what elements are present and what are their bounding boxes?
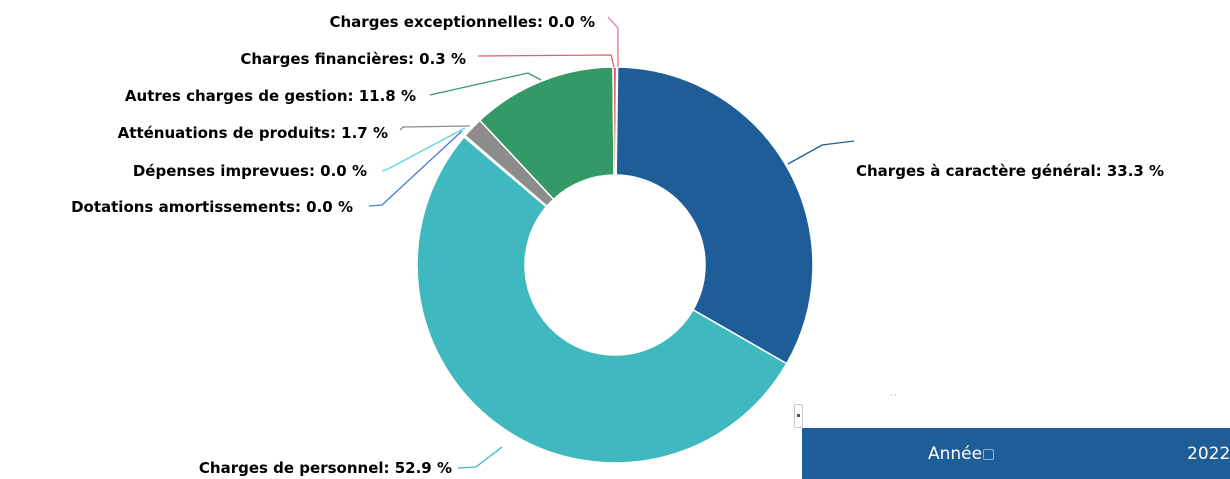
leader-line-attenuations-de-produits [399,125,471,131]
slice-charges-a-caractere-general[interactable] [614,66,814,365]
label-charges-a-caractere-general: Charges à caractère général: 33.3 % [856,162,1164,180]
label-depenses-imprevues: Dépenses imprevues: 0.0 % [133,162,367,180]
label-dotations-amortissements: Dotations amortissements: 0.0 % [71,198,353,216]
sort-icon[interactable] [983,449,995,460]
leader-line-dotations-amortissements [368,130,463,207]
column-header-year-value: 2022 [1187,444,1230,464]
label-charges-exceptionnelles: Charges exceptionnelles: 0.0 % [330,13,596,31]
label-attenuations-de-produits: Atténuations de produits: 1.7 % [118,124,388,142]
slice-charges-de-personnel[interactable] [416,135,788,464]
leader-line-autres-charges-de-gestion [429,72,542,96]
leader-line-depenses-imprevues [381,127,466,172]
label-charges-de-personnel: Charges de personnel: 52.9 % [199,459,452,477]
table-resize-handle[interactable] [794,404,803,428]
more-options-icon[interactable]: ·· [890,391,898,401]
column-header-label: Année [928,444,983,464]
column-header-annee[interactable]: Année [928,444,995,464]
slice-charges-exceptionnelles[interactable] [615,66,619,176]
year-column-header: Année 2022 [802,428,1230,479]
label-autres-charges-de-gestion: Autres charges de gestion: 11.8 % [125,87,416,105]
leader-line-charges-exceptionnelles [607,16,619,67]
leader-line-charges-de-personnel [457,446,503,469]
leader-line-charges-a-caractere-general [787,140,855,165]
label-charges-financieres: Charges financières: 0.3 % [240,50,466,68]
leader-line-charges-financieres [477,54,615,68]
